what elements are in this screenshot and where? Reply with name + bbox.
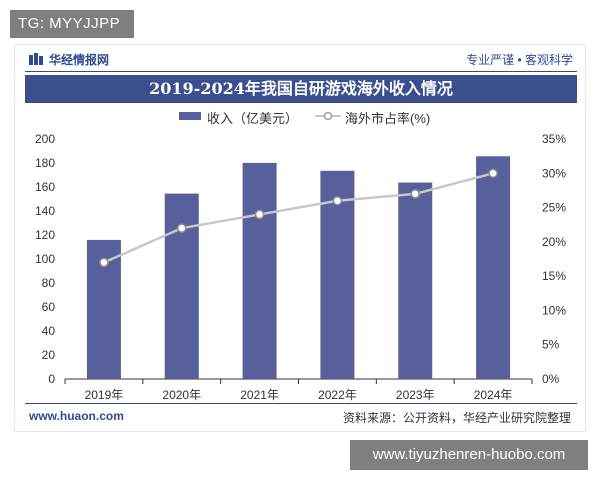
bar-2023年 (398, 182, 433, 379)
x-tick-label: 2024年 (474, 388, 513, 402)
y2-tick-label: 10% (542, 303, 566, 317)
x-tick-label: 2021年 (240, 388, 279, 402)
brand-header: 华经情报网 专业严谨 • 客观科学 (15, 45, 587, 73)
header-divider (25, 71, 577, 72)
y2-tick-label: 5% (542, 338, 560, 352)
y-tick-label: 160 (35, 180, 55, 194)
footer-divider (25, 403, 577, 404)
y-tick-label: 40 (42, 324, 56, 338)
x-tick-label: 2019年 (85, 388, 124, 402)
share-point-2019年 (99, 257, 109, 268)
y2-tick-label: 30% (542, 166, 566, 180)
y-tick-label: 100 (35, 252, 55, 266)
brand-slogan: 专业严谨 • 客观科学 (466, 53, 573, 67)
x-tick-label: 2020年 (162, 388, 201, 402)
footer-website: www.huaon.com (29, 409, 124, 423)
brand-logo-icon (29, 53, 43, 65)
y2-tick-label: 25% (542, 201, 566, 215)
share-point-2024年 (488, 168, 498, 179)
y-tick-label: 200 (35, 132, 55, 146)
x-tick-label: 2022年 (318, 388, 357, 402)
legend-label-share: 海外市占率(%) (345, 111, 431, 126)
chart-card: 华经情报网 专业严谨 • 客观科学 2019-2024年我国自研游戏海外收入情况… (14, 44, 586, 432)
brand-name: 华经情报网 (49, 53, 110, 67)
footer-source: 资料来源：公开资料，华经产业研究院整理 (342, 411, 571, 425)
share-line (103, 172, 494, 264)
bar-2022年 (320, 170, 355, 379)
share-point-2023年 (410, 189, 420, 199)
legend-swatch-revenue (179, 112, 201, 120)
bottom-watermark-badge: www.tiyuzhenren-huobo.com (350, 440, 588, 470)
bar-2024年 (476, 156, 511, 379)
y-tick-label: 120 (35, 228, 55, 242)
y2-tick-label: 15% (542, 269, 566, 283)
share-point-2020年 (177, 223, 187, 233)
bar-2020年 (164, 193, 199, 379)
y-tick-label: 20 (42, 348, 56, 362)
bar-2021年 (242, 162, 277, 379)
x-tick-label: 2023年 (396, 388, 435, 402)
legend-swatch-share (315, 111, 341, 121)
y-tick-label: 180 (35, 156, 55, 170)
y-tick-label: 140 (35, 204, 55, 218)
y-tick-label: 80 (42, 276, 56, 290)
y-tick-label: 60 (42, 300, 56, 314)
share-point-2021年 (254, 209, 265, 220)
share-point-2022年 (332, 195, 343, 206)
chart-plot: 0 20 40 60 80 100 120 140 160 180 200 0% 5% 10% 15% 20%… (35, 132, 566, 402)
chart-title: 2019-2024年我国自研游戏海外收入情况 (25, 75, 577, 103)
top-watermark-badge: TG: MYYJJPP (10, 10, 134, 38)
y2-tick-label: 35% (542, 132, 566, 146)
chart-legend: 收入（亿美元） 海外市占率(%) (15, 107, 587, 126)
y-tick-label: 0 (48, 372, 55, 386)
legend-label-revenue: 收入（亿美元） (207, 111, 299, 126)
y2-tick-label: 20% (542, 235, 566, 249)
y2-tick-label: 0% (542, 372, 560, 386)
